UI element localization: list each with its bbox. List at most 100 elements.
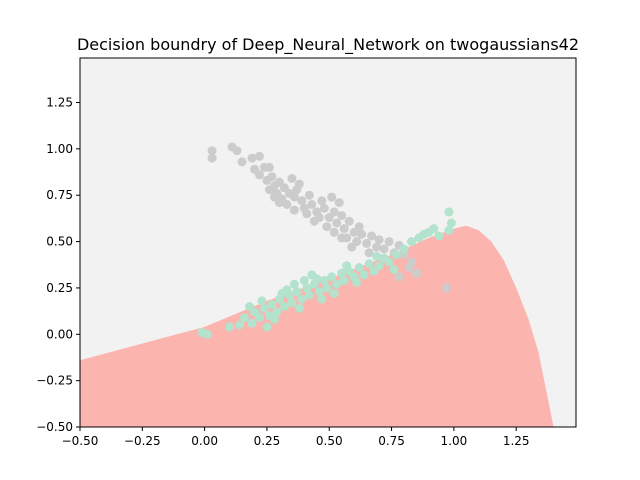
scatter-point-class-1 — [314, 287, 324, 297]
x-tick-label: 0.00 — [191, 434, 218, 448]
scatter-point-class-0 — [255, 170, 264, 180]
plot-frame — [79, 57, 577, 428]
x-tick-label: −0.25 — [124, 434, 161, 448]
scatter-point-class-1 — [407, 237, 416, 247]
scatter-point-class-1 — [364, 259, 374, 269]
x-tick-label: 0.25 — [254, 434, 281, 448]
scatter-point-class-0 — [319, 203, 329, 213]
x-tick-label: 0.75 — [378, 434, 405, 448]
scatter-point-class-1 — [312, 274, 322, 284]
scatter-point-class-1 — [272, 307, 282, 317]
scatter-point-class-1 — [269, 315, 279, 324]
scatter-point-class-1 — [202, 329, 212, 339]
scatter-point-class-1 — [240, 313, 249, 323]
scatter-point-class-0 — [322, 222, 332, 232]
scatter-point-class-1 — [327, 272, 337, 282]
scatter-point-class-1 — [392, 250, 401, 260]
scatter-point-class-1 — [247, 318, 257, 328]
decision-region-class-1 — [80, 225, 554, 427]
scatter-point-class-1 — [304, 290, 314, 300]
decision-region-layer — [80, 225, 554, 427]
scatter-point-class-1 — [329, 289, 339, 298]
scatter-point-class-0 — [332, 218, 342, 228]
scatter-point-class-1 — [257, 296, 267, 306]
scatter-point-class-0 — [317, 196, 327, 206]
scatter-point-class-1 — [374, 261, 384, 271]
scatter-point-class-1 — [255, 313, 264, 323]
y-tick-label: 1.00 — [46, 142, 73, 156]
scatter-point-class-1 — [359, 270, 369, 280]
scatter-point-class-0 — [357, 229, 367, 239]
scatter-point-class-1 — [429, 224, 439, 234]
y-tick-label: 1.25 — [46, 96, 73, 110]
x-tick-label: 1.25 — [503, 434, 530, 448]
scatter-point-class-1 — [389, 264, 399, 274]
scatter-point-class-1 — [332, 279, 342, 289]
scatter-point-class-0 — [289, 205, 299, 215]
scatter-point-class-1 — [262, 322, 272, 332]
scatter-point-class-0 — [282, 200, 292, 209]
scatter-point-class-1 — [282, 285, 292, 295]
scatter-point-class-0 — [207, 153, 217, 163]
scatter-point-class-0 — [362, 238, 372, 248]
scatter-point-class-0 — [307, 200, 317, 209]
chart-title: Decision boundry of Deep_Neural_Network … — [77, 35, 579, 55]
scatter-point-class-1 — [434, 231, 444, 241]
scatter-point-class-0 — [384, 237, 394, 247]
scatter-point-class-1 — [299, 276, 309, 285]
scatter-point-class-0 — [337, 233, 347, 243]
scatter-point-class-0 — [289, 192, 299, 202]
y-tick-label: −0.50 — [36, 420, 73, 434]
scatter-point-class-0 — [379, 244, 389, 254]
scatter-point-class-0 — [314, 213, 324, 222]
scatter-point-class-1 — [322, 283, 332, 293]
scatter-point-class-1 — [444, 225, 454, 235]
scatter-point-class-1 — [245, 302, 254, 311]
y-tick-label: −0.25 — [36, 374, 73, 388]
scatter-points-layer — [197, 142, 456, 339]
scatter-point-class-0 — [247, 153, 257, 163]
scatter-point-class-1 — [319, 276, 329, 285]
scatter-point-class-0 — [394, 272, 404, 282]
scatter-point-class-1 — [287, 298, 297, 308]
y-tick-label: 0.50 — [46, 235, 73, 249]
scatter-point-class-0 — [337, 211, 347, 221]
scatter-point-class-0 — [207, 146, 217, 156]
scatter-point-class-1 — [259, 303, 269, 313]
scatter-point-class-1 — [372, 251, 382, 261]
scatter-point-class-1 — [267, 300, 277, 310]
scatter-point-class-0 — [232, 146, 242, 156]
scatter-point-class-1 — [292, 287, 302, 297]
scatter-point-class-0 — [334, 198, 344, 208]
scatter-point-class-0 — [302, 209, 312, 219]
scatter-point-class-0 — [412, 268, 421, 278]
scatter-point-class-0 — [255, 151, 264, 161]
scatter-point-class-0 — [372, 242, 382, 252]
scatter-point-class-0 — [264, 162, 274, 172]
scatter-point-class-1 — [339, 276, 349, 285]
x-tick-label: −0.50 — [62, 434, 99, 448]
scatter-point-class-0 — [441, 283, 451, 293]
scatter-point-class-1 — [225, 322, 234, 332]
scatter-point-class-1 — [342, 261, 352, 271]
scatter-point-class-0 — [367, 231, 377, 241]
scatter-point-class-1 — [446, 218, 456, 228]
scatter-point-class-1 — [302, 283, 312, 293]
scatter-point-class-1 — [317, 294, 327, 304]
scatter-point-class-0 — [339, 224, 349, 234]
scatter-point-class-0 — [287, 174, 297, 183]
scatter-point-class-0 — [374, 235, 384, 245]
scatter-point-class-1 — [294, 303, 304, 313]
scatter-point-class-0 — [269, 192, 279, 202]
x-tick-label: 1.00 — [441, 434, 468, 448]
scatter-point-class-0 — [404, 263, 414, 272]
scatter-point-class-1 — [279, 302, 289, 311]
scatter-point-class-0 — [329, 207, 339, 217]
scatter-point-class-0 — [267, 172, 277, 182]
scatter-point-class-0 — [347, 242, 357, 252]
x-tick-label: 0.50 — [316, 434, 343, 448]
x-axis: −0.50 −0.25 0.00 0.25 0.50 0.75 1.00 1.25 — [62, 427, 530, 448]
scatter-point-class-0 — [237, 157, 247, 167]
scatter-point-class-1 — [444, 207, 454, 217]
